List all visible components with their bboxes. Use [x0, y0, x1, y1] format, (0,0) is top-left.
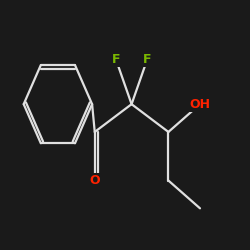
- Text: OH: OH: [190, 98, 210, 111]
- Text: O: O: [90, 174, 100, 187]
- Text: F: F: [112, 52, 120, 66]
- Text: F: F: [143, 52, 152, 66]
